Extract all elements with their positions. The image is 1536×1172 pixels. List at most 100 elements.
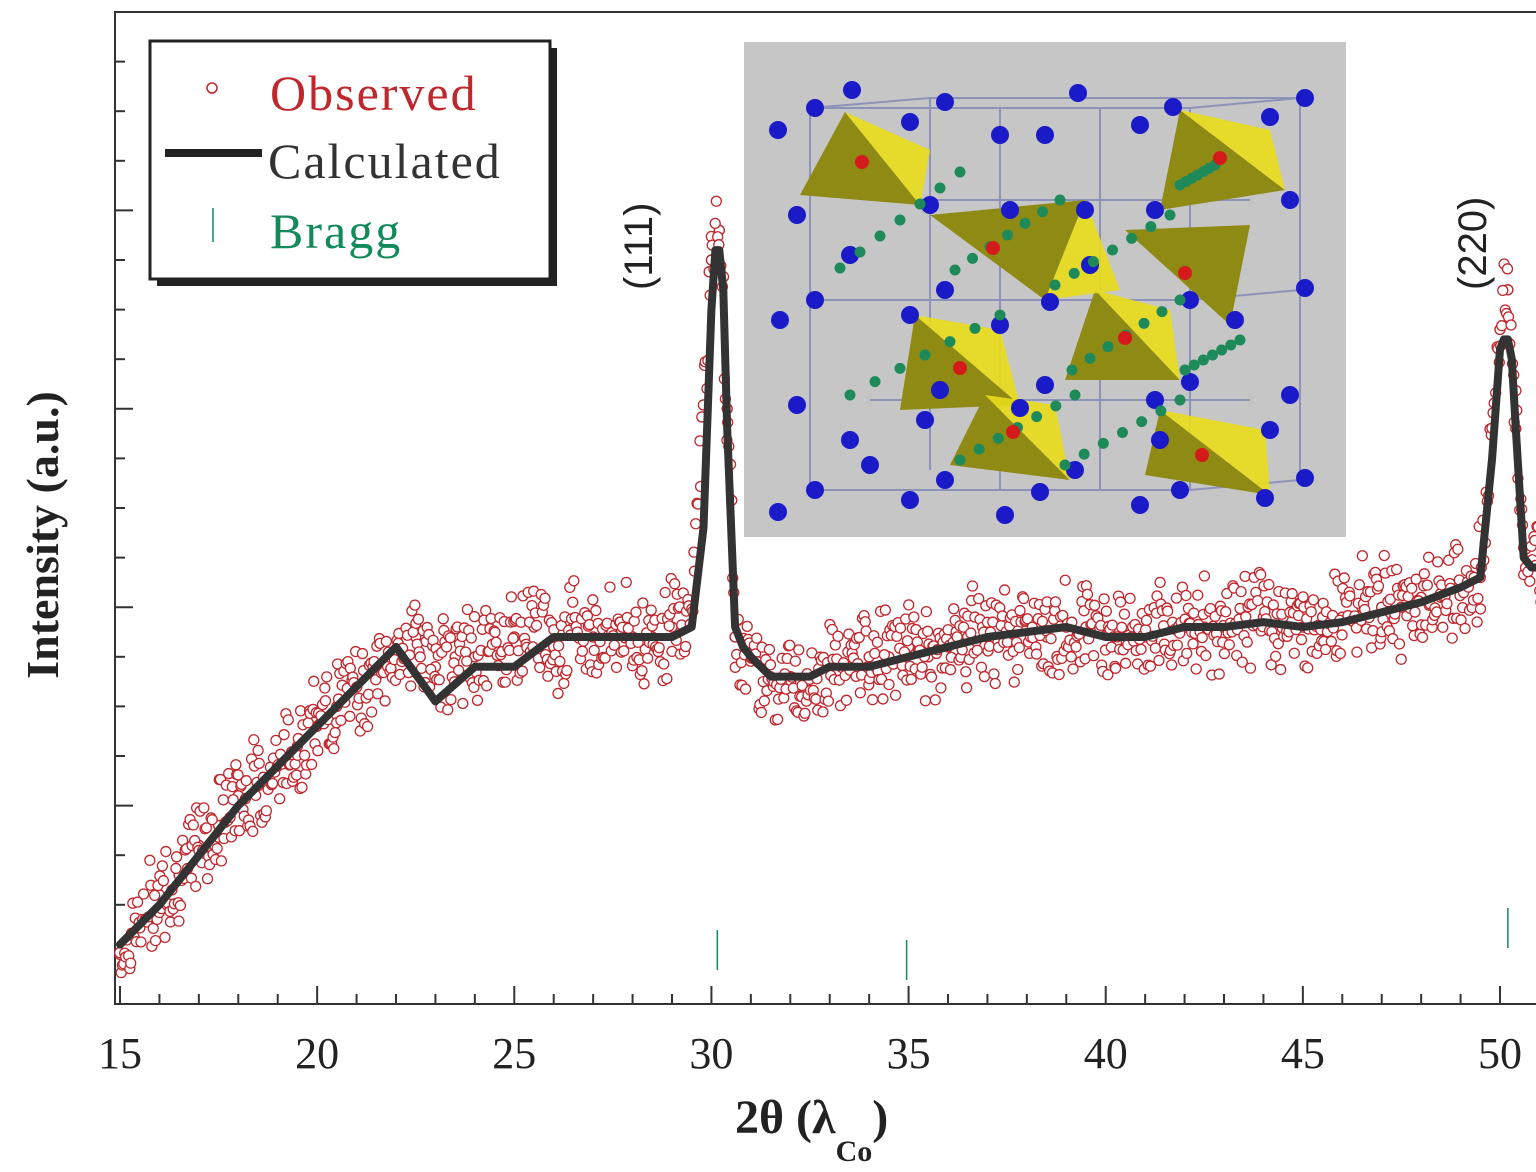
observed-point: [157, 875, 170, 887]
x-tick-label: 25: [492, 1029, 536, 1078]
atom-blue: [1256, 489, 1274, 507]
observed-point: [1081, 588, 1094, 600]
observed-point: [206, 814, 218, 826]
legend-calculated-label: Calculated: [268, 133, 502, 189]
observed-point: [233, 825, 246, 837]
observed-point: [1472, 592, 1484, 605]
observed-point: [516, 665, 529, 677]
observed-point: [1067, 663, 1079, 675]
atom-green: [1225, 339, 1237, 351]
observed-point: [637, 597, 649, 609]
observed-point: [877, 693, 889, 705]
calculated-series-line: [116, 246, 1536, 949]
observed-point: [929, 694, 941, 706]
observed-point: [335, 714, 347, 727]
observed-point: [149, 889, 161, 902]
observed-point: [1529, 534, 1536, 547]
x-axis-title-close: ): [872, 1091, 888, 1144]
atom-green: [1179, 364, 1191, 376]
observed-point: [200, 822, 213, 834]
observed-point: [308, 675, 320, 687]
observed-point: [710, 195, 722, 207]
observed-point: [1459, 622, 1471, 635]
observed-point: [755, 706, 767, 719]
atom-blue: [901, 113, 919, 131]
atom-green: [1126, 232, 1138, 244]
observed-point: [539, 592, 551, 604]
observed-point: [604, 581, 616, 593]
observed-point: [1416, 631, 1429, 643]
atom-green: [1031, 411, 1043, 423]
observed-point: [380, 635, 392, 648]
atom-green: [834, 262, 846, 274]
observed-point: [252, 744, 264, 757]
observed-point: [198, 802, 210, 814]
atom-blue: [901, 306, 919, 324]
observed-point: [1496, 320, 1508, 332]
observed-point: [669, 578, 681, 590]
atom-blue: [788, 206, 806, 224]
observed-point: [1012, 663, 1024, 676]
observed-point: [1161, 605, 1174, 617]
x-axis-title-main: 2θ (λ: [735, 1091, 836, 1144]
observed-point: [960, 666, 972, 678]
observed-point: [1344, 590, 1356, 602]
atom-blue: [991, 316, 1009, 334]
observed-point: [630, 606, 642, 618]
observed-point: [1088, 599, 1101, 611]
observed-point: [156, 860, 169, 872]
observed-point: [1441, 598, 1453, 610]
observed-point: [290, 769, 303, 781]
observed-point: [636, 665, 648, 677]
observed-point: [1338, 572, 1350, 584]
atom-red: [1195, 448, 1209, 462]
observed-point: [1422, 551, 1435, 563]
observed-point: [1305, 606, 1317, 618]
observed-point: [875, 673, 888, 685]
atom-blue: [843, 81, 861, 99]
atom-blue: [1296, 469, 1314, 487]
atom-blue: [861, 456, 879, 474]
observed-point: [1437, 621, 1449, 633]
observed-point: [1116, 621, 1128, 633]
observed-point: [149, 934, 162, 947]
atom-red: [986, 241, 1000, 255]
observed-point: [1378, 549, 1390, 562]
observed-point: [1356, 550, 1369, 562]
legend-observed-label: Observed: [270, 65, 478, 121]
observed-point: [552, 687, 564, 700]
observed-point: [1013, 641, 1025, 654]
observed-point: [1406, 582, 1418, 594]
observed-point: [1431, 606, 1443, 618]
observed-point: [764, 659, 777, 671]
observed-point: [1102, 669, 1114, 681]
observed-point: [889, 689, 902, 701]
observed-point: [1218, 647, 1231, 660]
atom-blue: [841, 431, 859, 449]
observed-point: [620, 576, 632, 588]
atom-green: [1207, 349, 1218, 361]
atom-red: [1118, 331, 1132, 345]
atom-green: [1037, 206, 1048, 218]
atom-blue: [1131, 116, 1149, 134]
observed-point: [409, 599, 421, 611]
observed-point: [1200, 649, 1212, 662]
atom-green: [1174, 394, 1186, 406]
atom-blue: [1001, 201, 1019, 219]
observed-point: [1351, 646, 1363, 658]
observed-point: [973, 592, 985, 605]
atom-green: [1068, 267, 1080, 279]
atom-blue: [1164, 98, 1182, 116]
atom-green: [1155, 405, 1167, 417]
atom-red: [1006, 425, 1020, 439]
observed-point: [1372, 580, 1385, 592]
observed-point: [854, 687, 866, 699]
atom-blue: [936, 93, 954, 111]
observed-point: [1297, 591, 1309, 603]
atom-green: [1019, 217, 1031, 229]
observed-point: [282, 714, 294, 726]
observed-point: [658, 658, 670, 670]
atom-green: [1087, 256, 1099, 268]
observed-point: [1395, 653, 1407, 665]
observed-point: [554, 655, 566, 668]
